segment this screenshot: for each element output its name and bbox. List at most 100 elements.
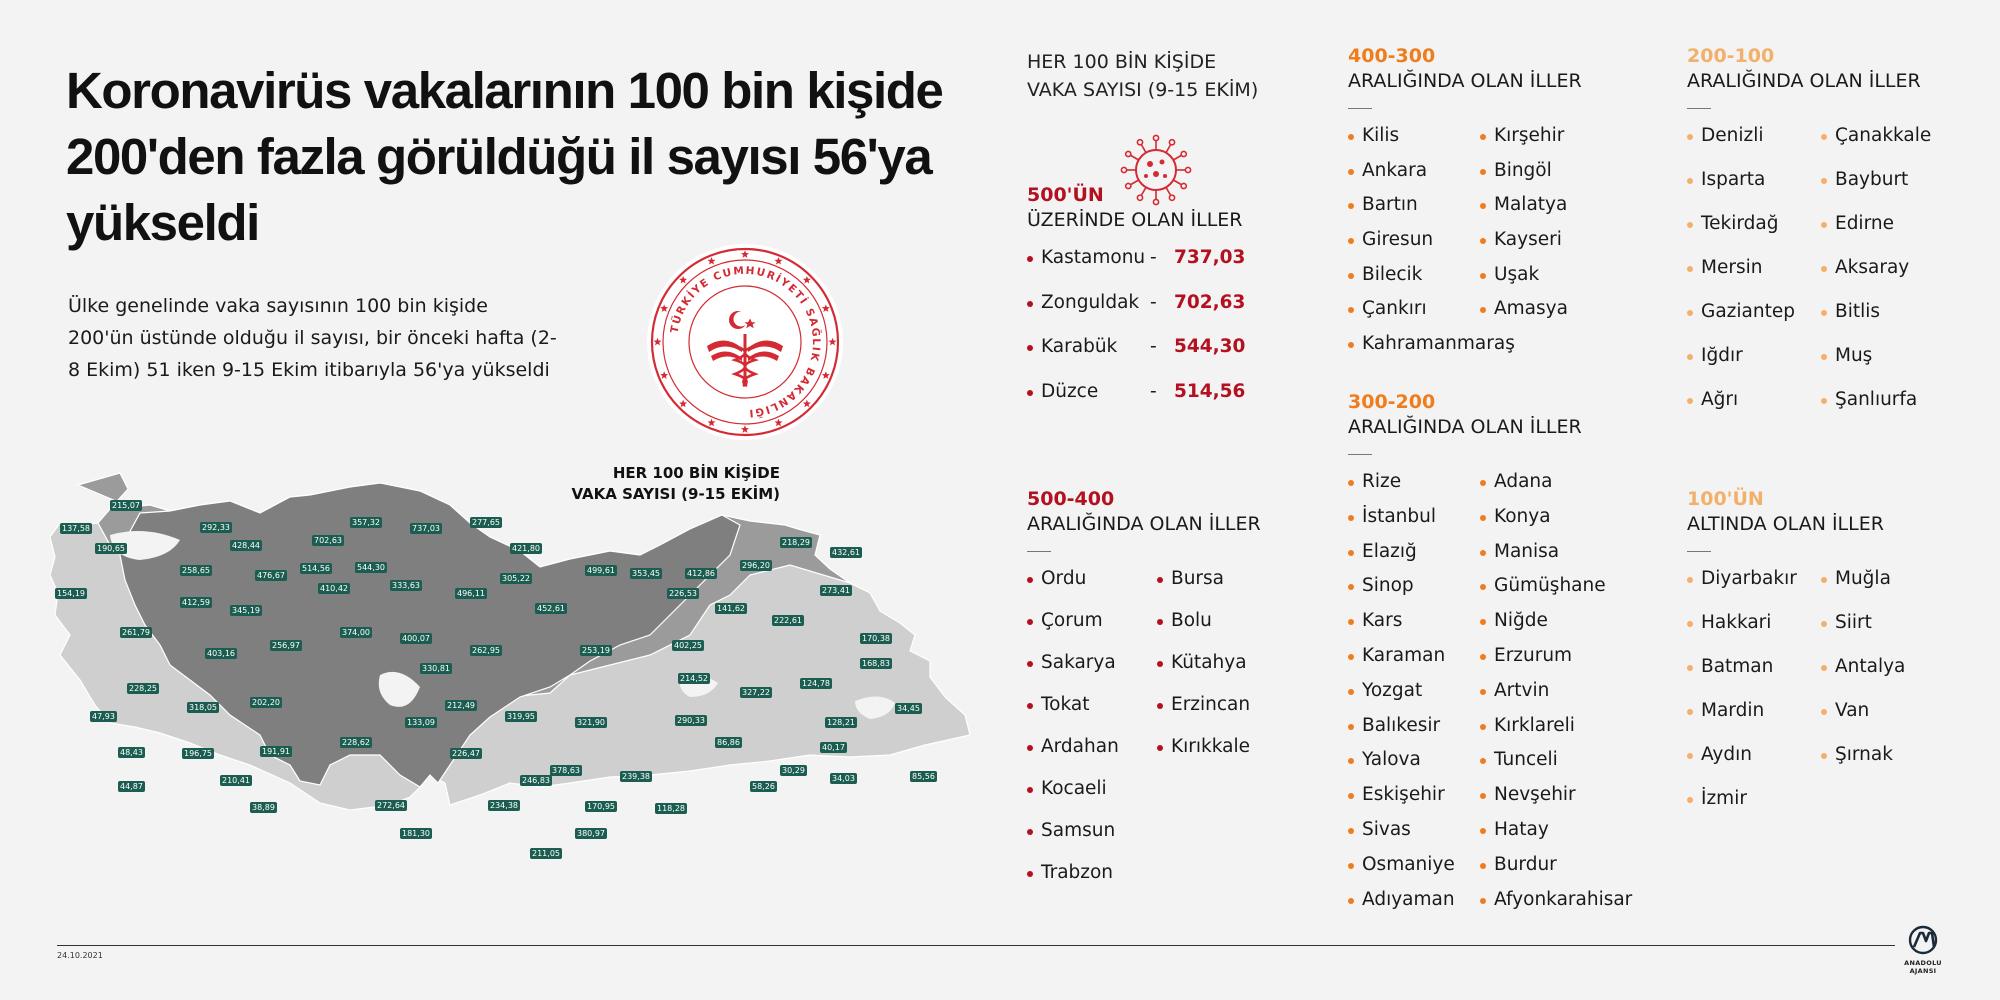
province-item: Kastamonu -737,03 — [1027, 247, 1327, 292]
seal-star-icon — [774, 256, 783, 265]
map-value-label: 30,29 — [780, 765, 807, 776]
map-value-label: 154,19 — [55, 588, 87, 599]
province-item: Hakkari — [1687, 612, 1821, 656]
map-value-label: 273,41 — [820, 585, 852, 596]
section-title: ALTINDA OLAN İLLER — [1687, 513, 1884, 535]
map-value-label: 305,22 — [500, 573, 532, 584]
province-item: Balıkesir — [1348, 715, 1480, 750]
map-value-label: 124,78 — [800, 678, 832, 689]
province-item: Aksaray — [1821, 257, 1971, 301]
province-item: Bolu — [1157, 610, 1307, 652]
map-value-label: 218,29 — [780, 537, 812, 548]
province-item: Düzce -514,56 — [1027, 381, 1327, 426]
province-item: Bitlis — [1821, 301, 1971, 345]
map-value-label: 400,07 — [400, 633, 432, 644]
right-header-line2: VAKA SAYISI (9-15 EKİM) — [1027, 79, 1259, 101]
map-value-label: 191,91 — [260, 746, 292, 757]
section-above-500: 500'ÜN ÜZERİNDE OLAN İLLER Kastamonu -737… — [1027, 183, 1327, 425]
map-value-label: 228,25 — [127, 683, 159, 694]
publish-date: 24.10.2021 — [57, 951, 103, 960]
map-value-label: 181,30 — [400, 828, 432, 839]
section-range: 100'ÜN — [1687, 488, 1764, 510]
province-item: Iğdır — [1687, 345, 1821, 389]
section-range: 500-400 — [1027, 488, 1115, 510]
map-value-label: 318,05 — [187, 702, 219, 713]
map-value-label: 319,95 — [505, 711, 537, 722]
province-item: Burdur — [1480, 854, 1630, 889]
province-item: İstanbul — [1348, 506, 1480, 541]
province-item: Giresun — [1348, 229, 1480, 264]
province-item: Karaman — [1348, 645, 1480, 680]
province-item: Kars — [1348, 610, 1480, 645]
map-value-label: 211,05 — [530, 848, 562, 859]
province-item: Tekirdağ — [1687, 213, 1821, 257]
map-value-label: 737,03 — [410, 523, 442, 534]
map-value-label: 296,20 — [740, 560, 772, 571]
map-value-label: 428,44 — [230, 540, 262, 551]
seal-star-icon — [802, 275, 811, 284]
map-van-lake — [855, 696, 895, 719]
map-caption: HER 100 BİN KİŞİDE VAKA SAYISI (9-15 EKİ… — [560, 463, 780, 505]
map-value-label: 321,90 — [575, 717, 607, 728]
province-item: Rize — [1348, 471, 1480, 506]
province-item: Mardin — [1687, 700, 1821, 744]
case-rate-value: 514,56 — [1174, 380, 1246, 402]
map-value-label: 86,86 — [715, 737, 742, 748]
seal-star-icon — [660, 304, 669, 312]
province-item: Kocaeli — [1027, 778, 1157, 820]
map-value-label: 402,25 — [672, 640, 704, 651]
map-value-label: 353,45 — [630, 568, 662, 579]
separator: - — [1150, 380, 1157, 402]
section-200-100: 200-100 ARALIĞINDA OLAN İLLER Denizli Isp… — [1687, 44, 1987, 433]
section-400-300: 400-300 ARALIĞINDA OLAN İLLER Kilis Ankar… — [1348, 44, 1648, 368]
map-value-label: 214,52 — [678, 673, 710, 684]
map-value-label: 239,38 — [620, 771, 652, 782]
province-item: Nevşehir — [1480, 784, 1630, 819]
map-value-label: 374,00 — [340, 627, 372, 638]
map-value-label: 170,38 — [860, 633, 892, 644]
map-value-label: 228,62 — [340, 737, 372, 748]
section-range: 500'ÜN — [1027, 184, 1104, 206]
headline-title: Koronavirüs vakalarının 100 bin kişide 2… — [66, 62, 944, 251]
map-value-label: 44,87 — [118, 781, 145, 792]
province-item: Kilis — [1348, 125, 1480, 160]
province-name: Zonguldak — [1041, 291, 1140, 313]
province-item: Şırnak — [1821, 744, 1971, 788]
map-caption-line2: VAKA SAYISI (9-15 EKİM) — [571, 485, 780, 503]
anadolu-agency-logo: ANADOLU AJANSI — [1893, 925, 1953, 975]
province-item: Bayburt — [1821, 169, 1971, 213]
map-value-label: 421,80 — [510, 543, 542, 554]
seal-star-icon — [828, 337, 837, 346]
province-item: Batman — [1687, 656, 1821, 700]
ministry-seal-logo: TÜRKİYE CUMHURİYETİ SAĞLIK BAKANLIĞI — [647, 244, 843, 440]
province-item: Ardahan — [1027, 736, 1157, 778]
footer-divider — [57, 945, 1895, 946]
province-item: Siirt — [1821, 612, 1971, 656]
map-value-label: 357,32 — [350, 517, 382, 528]
map-value-label: 496,11 — [455, 588, 487, 599]
headline-lede: Ülke genelinde vaka sayısının 100 bin ki… — [68, 295, 557, 381]
province-item: Konya — [1480, 506, 1630, 541]
province-item: Ankara — [1348, 160, 1480, 195]
map-value-label: 128,21 — [825, 717, 857, 728]
section-title: ARALIĞINDA OLAN İLLER — [1687, 70, 1921, 92]
map-value-label: 47,93 — [90, 711, 117, 722]
map-value-label: 702,63 — [312, 535, 344, 546]
section-300-200: 300-200 ARALIĞINDA OLAN İLLER Rize İstanb… — [1348, 390, 1648, 923]
province-item: Edirne — [1821, 213, 1971, 257]
province-list: Kastamonu -737,03 Zonguldak -702,63 Karabük -… — [1027, 247, 1327, 425]
separator: - — [1150, 247, 1157, 268]
province-item: Tunceli — [1480, 749, 1630, 784]
province-item: Çankırı — [1348, 298, 1480, 333]
map-value-label: 256,97 — [270, 640, 302, 651]
seal-star-icon — [660, 371, 669, 379]
province-item: Kırşehir — [1480, 125, 1630, 160]
section-title: ARALIĞINDA OLAN İLLER — [1027, 513, 1261, 535]
map-value-label: 410,42 — [318, 583, 350, 594]
province-list: Rize İstanbul Elazığ Sinop Kars Karaman Yozgat… — [1348, 471, 1648, 923]
map-value-label: 210,41 — [220, 775, 252, 786]
province-item: Kütahya — [1157, 652, 1307, 694]
province-item: Manisa — [1480, 541, 1630, 576]
map-value-label: 378,63 — [550, 765, 582, 776]
province-item: Tokat — [1027, 694, 1157, 736]
